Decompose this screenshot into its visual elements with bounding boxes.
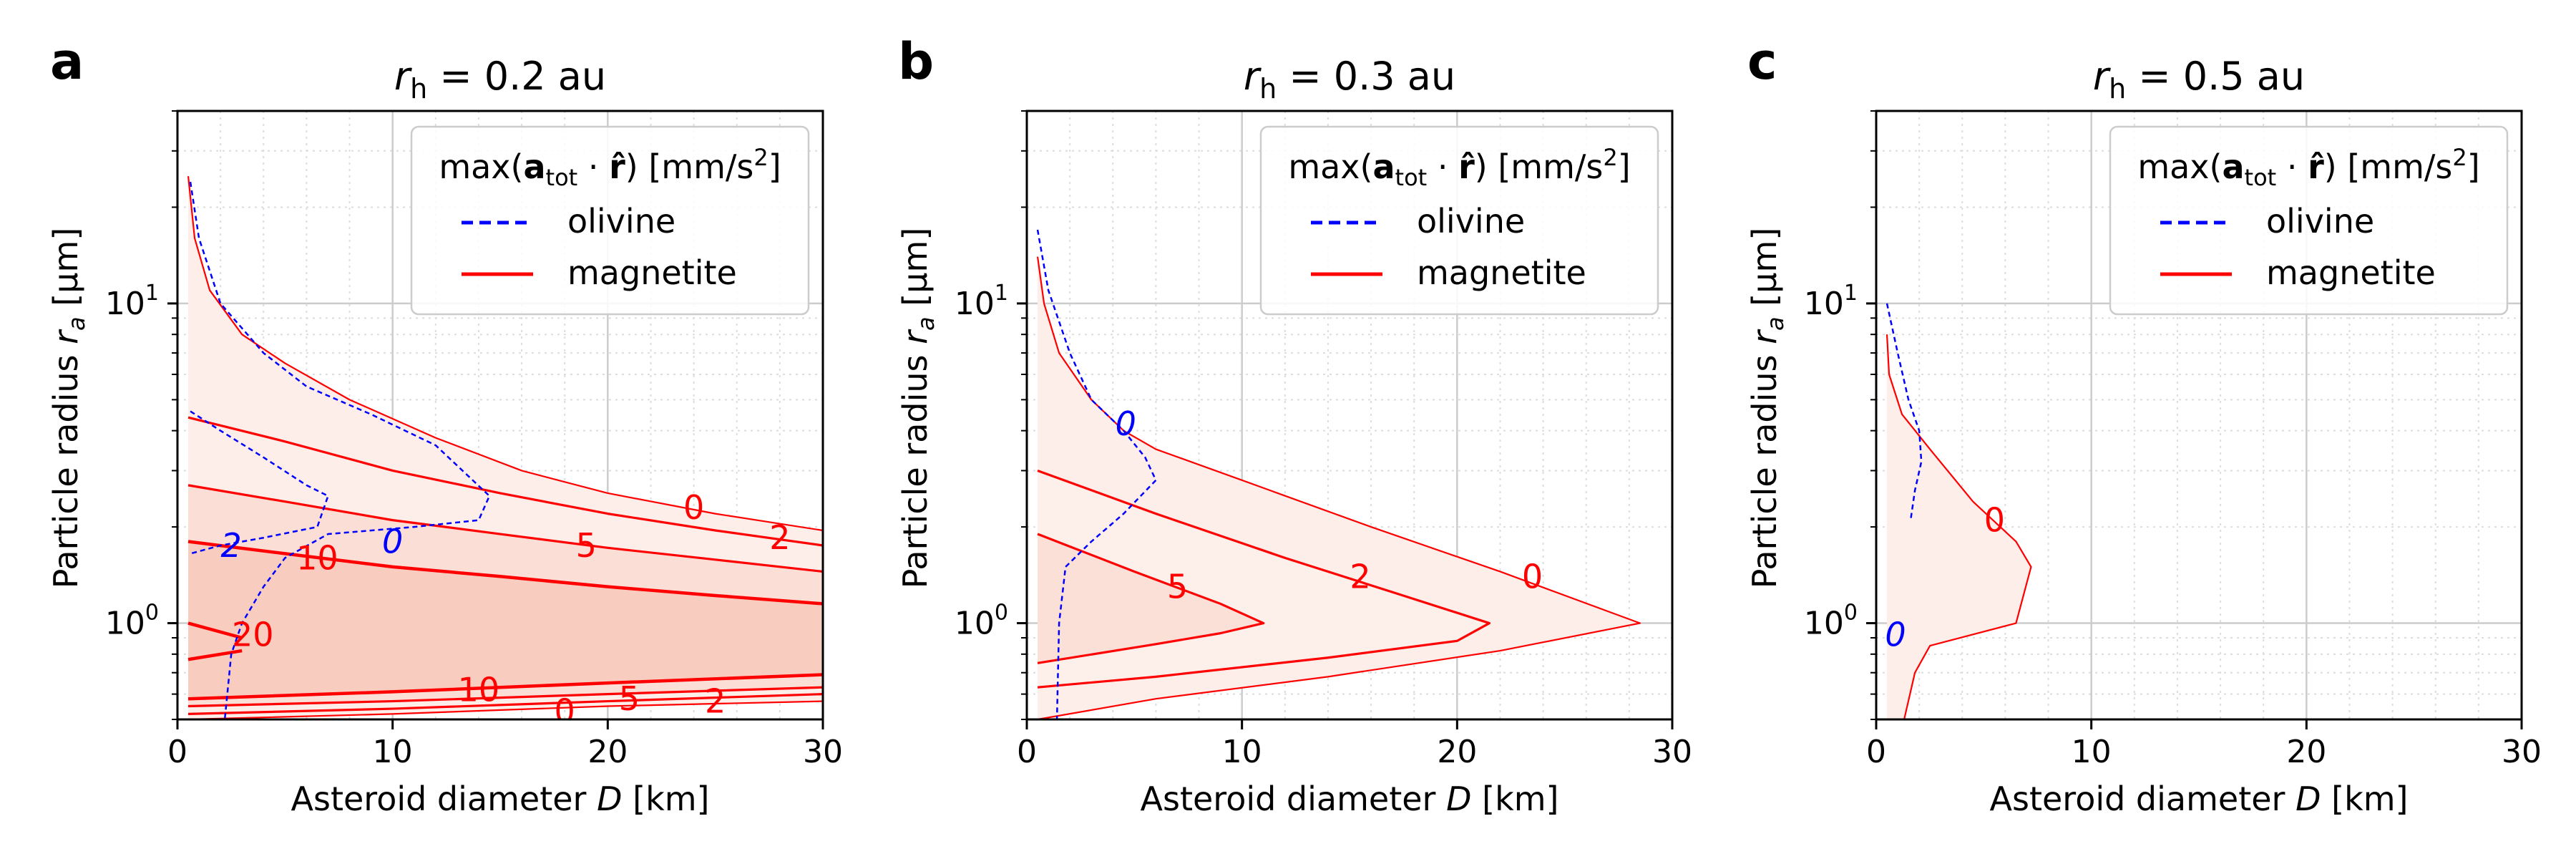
y-axis-label: Particle radius ra [μm]	[1745, 228, 1789, 589]
legend: max(atot · r̂) [mm/s2] olivine magnetite	[2109, 125, 2509, 316]
x-tick-label: 20	[587, 734, 628, 770]
legend-title: max(atot · r̂) [mm/s2]	[2137, 144, 2479, 191]
legend-label-olivine: olivine	[567, 202, 675, 241]
plot-area: 0 0 2 5	[1027, 111, 1672, 719]
olivine-contour-label: 2	[221, 526, 242, 565]
olivine-contour-level-0	[189, 181, 491, 719]
x-tick-label: 30	[1652, 734, 1692, 770]
x-tick-label: 20	[2286, 734, 2326, 770]
panel-title: rh = 0.5 au	[2093, 54, 2305, 105]
magnetite-contour-label: 2	[769, 518, 790, 557]
x-tick-label: 0	[1866, 734, 1886, 770]
panel-title: rh = 0.2 au	[394, 54, 606, 105]
magnetite-contour-level-0	[1885, 334, 2032, 719]
magnetite-contour-level-5	[187, 686, 823, 708]
legend-label-magnetite: magnetite	[1417, 253, 1586, 292]
x-axis-label: Asteroid diameter D [km]	[1141, 780, 1559, 818]
magnetite-contour-label: 10	[296, 538, 338, 577]
olivine-contour-label: 0	[1116, 404, 1136, 443]
legend: max(atot · r̂) [mm/s2] olivine magnetite	[410, 125, 810, 316]
legend-label-magnetite: magnetite	[567, 253, 737, 292]
x-tick-label: 10	[1222, 734, 1262, 770]
magnetite-contour-level-20	[187, 621, 243, 640]
magnetite-contour-label: 0	[1984, 501, 2005, 540]
y-tick-label: 101	[955, 281, 1008, 322]
axes-frame	[1025, 110, 1674, 721]
y-tick-label: 100	[1804, 601, 1858, 642]
legend-label-olivine: olivine	[1417, 202, 1525, 241]
axes-frame	[176, 110, 824, 721]
y-axis-label: Particle radius ra [μm]	[896, 228, 940, 589]
y-axis-label: Particle radius ra [μm]	[47, 228, 90, 589]
magnetite-contour-level-2	[187, 416, 823, 547]
panel-letter: b	[898, 32, 934, 91]
magnetite-contour-level-2	[1037, 469, 1491, 689]
y-tick-label: 101	[105, 281, 159, 322]
olivine-contour-level-2	[190, 410, 329, 555]
y-tick-label: 101	[1804, 281, 1858, 322]
y-tick-label: 100	[105, 601, 159, 642]
y-tick-label: 100	[955, 601, 1008, 642]
magnetite-contour-label: 10	[458, 670, 500, 709]
olivine-contour-label: 0	[1885, 616, 1906, 654]
legend-label-magnetite: magnetite	[2266, 253, 2436, 292]
magnetite-contour-label: 20	[232, 616, 274, 654]
legend-box	[410, 125, 810, 316]
olivine-contour-level-0	[1036, 229, 1157, 719]
magnetite-contour-label: 5	[1167, 568, 1188, 606]
legend-title: max(atot · r̂) [mm/s2]	[439, 144, 781, 191]
magnetite-contour-label: 2	[705, 682, 726, 721]
panel-letter: c	[1747, 32, 1777, 91]
axes-frame	[1875, 110, 2523, 721]
x-tick-label: 10	[2072, 734, 2112, 770]
magnetite-contour-label: 0	[683, 488, 704, 527]
legend: max(atot · r̂) [mm/s2] olivine magnetite	[1259, 125, 1659, 316]
fill-region-level-10	[188, 541, 823, 699]
magnetite-contour-label: 0	[1522, 557, 1543, 596]
fill-region-level-5	[1038, 534, 1264, 664]
olivine-contour-level-0	[1885, 303, 1923, 520]
fill-region-level-0	[1887, 334, 2031, 719]
magnetite-contour-level-0	[1036, 256, 1641, 719]
magnetite-contour-label: 2	[1350, 557, 1370, 596]
x-axis-label: Asteroid diameter D [km]	[291, 780, 710, 818]
x-tick-label: 30	[803, 734, 843, 770]
magnetite-contour-label: 0	[555, 692, 575, 731]
magnetite-contour-level-2	[187, 693, 823, 715]
panel-title: rh = 0.3 au	[1244, 54, 1455, 105]
legend-title: max(atot · r̂) [mm/s2]	[1288, 144, 1630, 191]
legend-box	[1259, 125, 1659, 316]
x-tick-label: 30	[2502, 734, 2542, 770]
x-tick-label: 0	[167, 734, 187, 770]
panel-letter: a	[50, 32, 84, 91]
olivine-contour-label: 0	[382, 523, 403, 561]
legend-box	[2109, 125, 2509, 316]
magnetite-contour-level-0	[187, 176, 823, 532]
magnetite-contour-level-10	[187, 673, 823, 701]
plot-area: 00	[1876, 111, 2522, 719]
magnetite-contour-level-20	[187, 649, 243, 661]
magnetite-contour-level-0	[188, 700, 823, 719]
magnetite-contour-level-5	[1037, 533, 1265, 664]
magnetite-contour-label: 5	[576, 526, 597, 565]
magnetite-contour-level-5	[187, 484, 823, 573]
x-axis-label: Asteroid diameter D [km]	[1990, 780, 2409, 818]
legend-label-olivine: olivine	[2266, 202, 2374, 241]
x-tick-label: 0	[1017, 734, 1037, 770]
x-tick-label: 20	[1437, 734, 1477, 770]
magnetite-contour-label: 5	[619, 679, 640, 718]
x-tick-label: 10	[373, 734, 413, 770]
magnetite-contour-level-10	[187, 540, 823, 606]
panel-b: 0 0 2 5 0 10 20 30 100 101 rh = 0.3 au b Asteroid di…	[896, 32, 1692, 818]
